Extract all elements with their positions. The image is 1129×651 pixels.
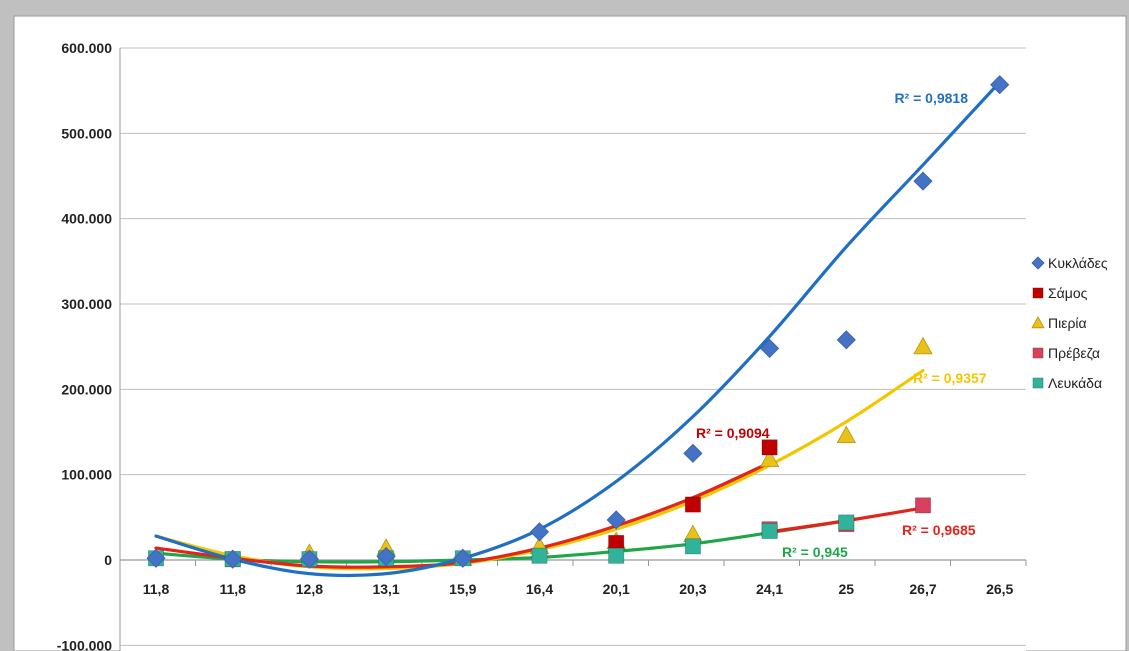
trendline-1 bbox=[154, 80, 1002, 578]
x-tick-label: 26,5 bbox=[986, 581, 1013, 597]
legend-label: Κυκλάδες bbox=[1048, 255, 1108, 271]
x-tick-label: 24,1 bbox=[756, 581, 783, 597]
data-point-series-1 bbox=[913, 171, 933, 191]
data-point-series-5 bbox=[761, 522, 778, 540]
y-tick-label: 0 bbox=[104, 552, 112, 568]
data-point-series-5 bbox=[684, 538, 701, 555]
x-axis-ticks: 11,8 11,8 12,8 13,1 15,9 16,4 20,1 20,3 24,1 25 26… bbox=[119, 560, 1027, 597]
y-tick-label: -100.000 bbox=[57, 637, 112, 651]
x-tick-label: 20,1 bbox=[603, 581, 630, 597]
legend-label: Πρέβεζα bbox=[1048, 345, 1100, 361]
legend-marker-4 bbox=[1032, 347, 1044, 359]
legend: Κυκλάδες Σάμος Πιερία Πρέβεζα Λευκάδα bbox=[1031, 255, 1108, 391]
y-axis-ticks: 600.000 500.000 400.000 300.000 200.000 100.0… bbox=[57, 40, 112, 651]
y-tick-label: 300.000 bbox=[61, 296, 112, 312]
data-point-series-5 bbox=[608, 547, 625, 564]
data-point-series-1 bbox=[146, 548, 166, 568]
y-tick-label: 100.000 bbox=[61, 467, 112, 483]
data-points bbox=[146, 75, 1010, 569]
data-point-series-2 bbox=[761, 439, 778, 456]
r-squared-label: R² = 0,9357 bbox=[913, 370, 987, 386]
legend-marker-3 bbox=[1031, 316, 1045, 329]
x-tick-label: 26,7 bbox=[909, 581, 936, 597]
data-point-series-1 bbox=[836, 330, 856, 350]
r-squared-label: R² = 0,945 bbox=[782, 544, 848, 560]
legend-marker-2 bbox=[1032, 287, 1044, 299]
data-point-series-2 bbox=[684, 496, 701, 513]
x-tick-label: 11,8 bbox=[219, 581, 246, 597]
x-tick-label: 12,8 bbox=[296, 581, 323, 597]
legend-label: Λευκάδα bbox=[1048, 375, 1102, 391]
x-tick-label: 13,1 bbox=[372, 581, 399, 597]
legend-marker-1 bbox=[1031, 256, 1045, 270]
data-point-series-5 bbox=[531, 547, 548, 564]
x-tick-label: 11,8 bbox=[143, 581, 170, 597]
legend-label: Πιερία bbox=[1048, 315, 1087, 331]
data-point-series-1 bbox=[453, 548, 473, 568]
y-tick-label: 200.000 bbox=[61, 381, 112, 397]
plot-area bbox=[120, 46, 1026, 651]
x-tick-label: 20,3 bbox=[679, 581, 706, 597]
x-tick-label: 16,4 bbox=[526, 581, 553, 597]
data-point-series-1 bbox=[760, 338, 780, 358]
data-point-series-1 bbox=[529, 522, 550, 542]
data-point-series-3 bbox=[759, 449, 780, 467]
data-point-series-1 bbox=[990, 75, 1010, 95]
legend-marker-5 bbox=[1032, 377, 1044, 389]
data-point-series-3 bbox=[913, 336, 933, 355]
r-squared-label: R² = 0,9818 bbox=[894, 90, 968, 106]
x-tick-label: 15,9 bbox=[449, 581, 476, 597]
data-point-series-1 bbox=[683, 443, 703, 463]
data-point-series-4 bbox=[914, 497, 932, 514]
y-tick-label: 400.000 bbox=[61, 211, 112, 227]
data-point-series-3 bbox=[836, 425, 856, 444]
data-point-series-1 bbox=[606, 510, 626, 530]
data-point-series-5 bbox=[838, 514, 855, 531]
r-squared-label: R² = 0,9094 bbox=[696, 425, 770, 441]
r-squared-label: R² = 0,9685 bbox=[902, 522, 976, 538]
trendlines bbox=[154, 80, 1002, 578]
y-tick-label: 600.000 bbox=[61, 40, 112, 56]
data-point-series-1 bbox=[299, 549, 319, 569]
data-point-series-1 bbox=[223, 549, 243, 569]
y-tick-label: 500.000 bbox=[61, 125, 112, 141]
data-point-series-1 bbox=[376, 547, 396, 567]
x-tick-label: 25 bbox=[839, 581, 855, 597]
legend-label: Σάμος bbox=[1048, 285, 1088, 301]
r-squared-labels: R² = 0,9818 R² = 0,9094 R² = 0,9357 R² = 0,… bbox=[696, 90, 987, 560]
